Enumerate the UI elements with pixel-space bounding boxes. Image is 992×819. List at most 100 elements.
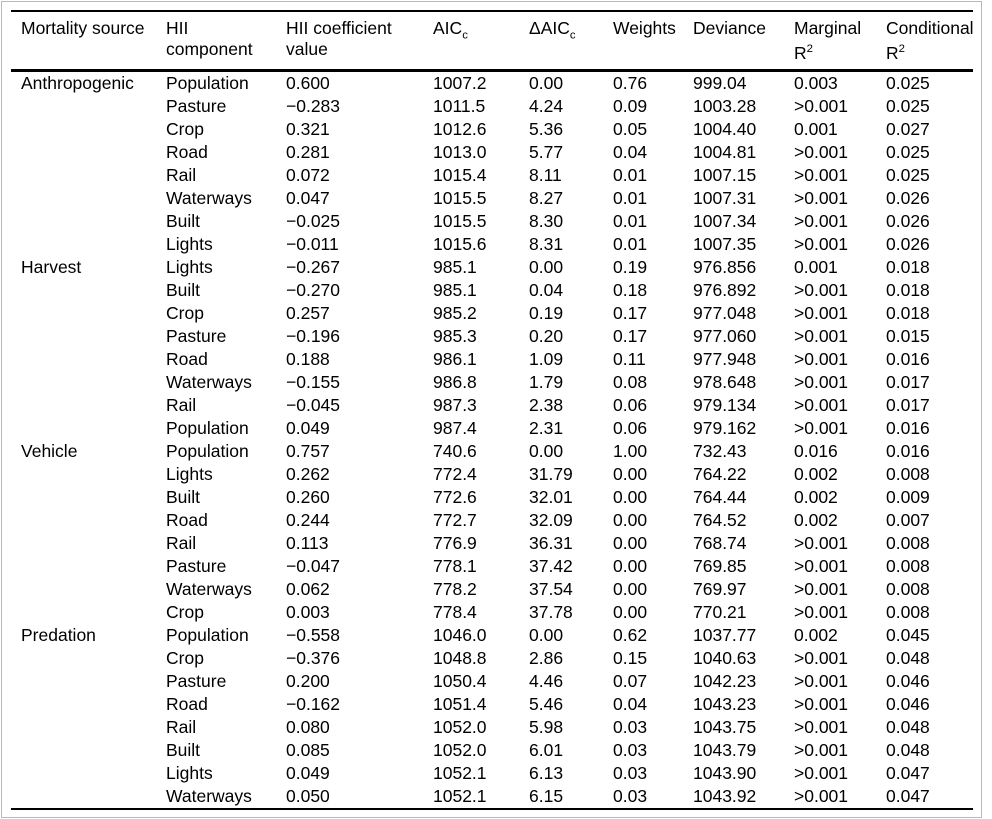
coefficient-cell: 0.260 — [286, 486, 330, 507]
marginal-r2-cell: 0.002 — [794, 624, 838, 645]
marginal-r2-cell: >0.001 — [794, 302, 849, 323]
weight-cell: 0.00 — [613, 509, 648, 530]
col-header-delta-aicc: ΔAICc — [519, 11, 603, 72]
aicc-cell: 1052.0 — [433, 716, 487, 737]
deviance-cell: 1043.23 — [693, 693, 757, 714]
col-header-aicc: AICc — [423, 11, 519, 72]
coefficient-cell: −0.283 — [286, 95, 341, 116]
component-cell: Population — [166, 417, 249, 438]
aicc-cell: 985.1 — [433, 256, 477, 277]
marginal-r2-cell: >0.001 — [794, 325, 849, 346]
conditional-r2-cell: 0.016 — [886, 440, 930, 461]
table-row: Rail 0.072 1015.4 8.11 0.01 1007.15 >0.001 0.02… — [11, 164, 973, 187]
mortality-source-cell: Vehicle — [21, 440, 78, 461]
table-row: Lights 0.262 772.4 31.79 0.00 764.22 0.002 0.00… — [11, 463, 973, 486]
marginal-r2-cell: >0.001 — [794, 532, 849, 553]
table-row: Pasture −0.283 1011.5 4.24 0.09 1003.28 >0.001… — [11, 95, 973, 118]
deviance-cell: 1043.75 — [693, 716, 757, 737]
component-cell: Crop — [166, 302, 204, 323]
conditional-r2-cell: 0.026 — [886, 233, 930, 254]
conditional-r2-cell: 0.026 — [886, 187, 930, 208]
table-row: Rail 0.080 1052.0 5.98 0.03 1043.75 >0.001 0.04… — [11, 716, 973, 739]
coefficient-cell: 0.047 — [286, 187, 330, 208]
delta-aicc-cell: 5.77 — [529, 141, 564, 162]
weight-cell: 0.05 — [613, 118, 648, 139]
coefficient-cell: −0.162 — [286, 693, 341, 714]
conditional-r2-cell: 0.009 — [886, 486, 930, 507]
component-cell: Lights — [166, 463, 213, 484]
delta-aicc-cell: 0.00 — [529, 440, 564, 461]
coefficient-cell: 0.072 — [286, 164, 330, 185]
delta-aicc-cell: 2.31 — [529, 417, 564, 438]
weight-cell: 1.00 — [613, 440, 648, 461]
conditional-r2-cell: 0.027 — [886, 118, 930, 139]
coefficient-cell: −0.267 — [286, 256, 341, 277]
mortality-source-cell: Harvest — [21, 256, 82, 277]
delta-aicc-cell: 6.15 — [529, 785, 564, 806]
conditional-r2-cell: 0.007 — [886, 509, 930, 530]
coefficient-cell: 0.188 — [286, 348, 330, 369]
deviance-cell: 1007.34 — [693, 210, 757, 231]
delta-aicc-cell: 8.31 — [529, 233, 564, 254]
component-cell: Rail — [166, 394, 197, 415]
deviance-cell: 764.52 — [693, 509, 747, 530]
weight-cell: 0.19 — [613, 256, 648, 277]
deviance-cell: 1004.40 — [693, 118, 757, 139]
deviance-cell: 1007.15 — [693, 164, 757, 185]
aicc-cell: 1052.1 — [433, 762, 487, 783]
delta-aicc-cell: 6.13 — [529, 762, 564, 783]
col-header-hii-component: HII component — [156, 11, 276, 72]
conditional-r2-cell: 0.008 — [886, 463, 930, 484]
delta-aicc-cell: 0.00 — [529, 256, 564, 277]
table-row: Built −0.025 1015.5 8.30 0.01 1007.34 >0.001 0.… — [11, 210, 973, 233]
conditional-r2-cell: 0.025 — [886, 164, 930, 185]
aicc-cell: 1050.4 — [433, 670, 487, 691]
delta-aicc-cell: 8.27 — [529, 187, 564, 208]
table-row: Lights 0.049 1052.1 6.13 0.03 1043.90 >0.001 0.… — [11, 762, 973, 785]
conditional-r2-cell: 0.018 — [886, 279, 930, 300]
conditional-r2-cell: 0.046 — [886, 693, 930, 714]
aicc-cell: 778.2 — [433, 578, 477, 599]
deviance-cell: 976.856 — [693, 256, 757, 277]
table-row: Built −0.270 985.1 0.04 0.18 976.892 >0.001 0.0… — [11, 279, 973, 302]
delta-aicc-cell: 32.01 — [529, 486, 573, 507]
component-cell: Road — [166, 509, 208, 530]
delta-aicc-cell: 0.00 — [529, 624, 564, 645]
deviance-cell: 1043.92 — [693, 785, 757, 806]
table-row: Rail 0.113 776.9 36.31 0.00 768.74 >0.001 0.008 — [11, 532, 973, 555]
marginal-r2-cell: 0.002 — [794, 486, 838, 507]
marginal-r2-cell: >0.001 — [794, 187, 849, 208]
marginal-r2-cell: >0.001 — [794, 417, 849, 438]
marginal-r2-cell: 0.002 — [794, 463, 838, 484]
conditional-r2-cell: 0.045 — [886, 624, 930, 645]
conditional-r2-cell: 0.025 — [886, 72, 930, 93]
aicc-cell: 772.4 — [433, 463, 477, 484]
marginal-r2-cell: >0.001 — [794, 95, 849, 116]
table-row: Waterways 0.062 778.2 37.54 0.00 769.97 >0.001… — [11, 578, 973, 601]
component-cell: Rail — [166, 716, 197, 737]
coefficient-cell: −0.376 — [286, 647, 341, 668]
marginal-r2-cell: >0.001 — [794, 141, 849, 162]
marginal-r2-superscript: 2 — [806, 43, 813, 55]
table-row: Vehicle Population 0.757 740.6 0.00 1.00 732.4… — [11, 440, 973, 463]
conditional-r2-cell: 0.047 — [886, 785, 930, 806]
delta-aicc-cell: 37.78 — [529, 601, 573, 622]
aicc-cell: 1048.8 — [433, 647, 487, 668]
delta-aicc-cell: 4.46 — [529, 670, 564, 691]
table-row: Anthropogenic Population 0.600 1007.2 0.00 0.… — [11, 70, 973, 95]
deviance-cell: 979.134 — [693, 394, 757, 415]
table-row: Road 0.244 772.7 32.09 0.00 764.52 0.002 0.007 — [11, 509, 973, 532]
conditional-r2-cell: 0.048 — [886, 716, 930, 737]
delta-aicc-cell: 2.38 — [529, 394, 564, 415]
table-row: Lights −0.011 1015.6 8.31 0.01 1007.35 >0.001 0… — [11, 233, 973, 256]
delta-aicc-label: ΔAIC — [529, 18, 570, 38]
aicc-cell: 1013.0 — [433, 141, 487, 162]
marginal-r2-cell: >0.001 — [794, 739, 849, 760]
conditional-r2-cell: 0.017 — [886, 394, 930, 415]
weight-cell: 0.18 — [613, 279, 648, 300]
marginal-r2-cell: 0.001 — [794, 118, 838, 139]
coefficient-cell: 0.085 — [286, 739, 330, 760]
delta-aicc-cell: 5.36 — [529, 118, 564, 139]
delta-aicc-cell: 0.19 — [529, 302, 564, 323]
delta-aicc-cell: 1.09 — [529, 348, 564, 369]
